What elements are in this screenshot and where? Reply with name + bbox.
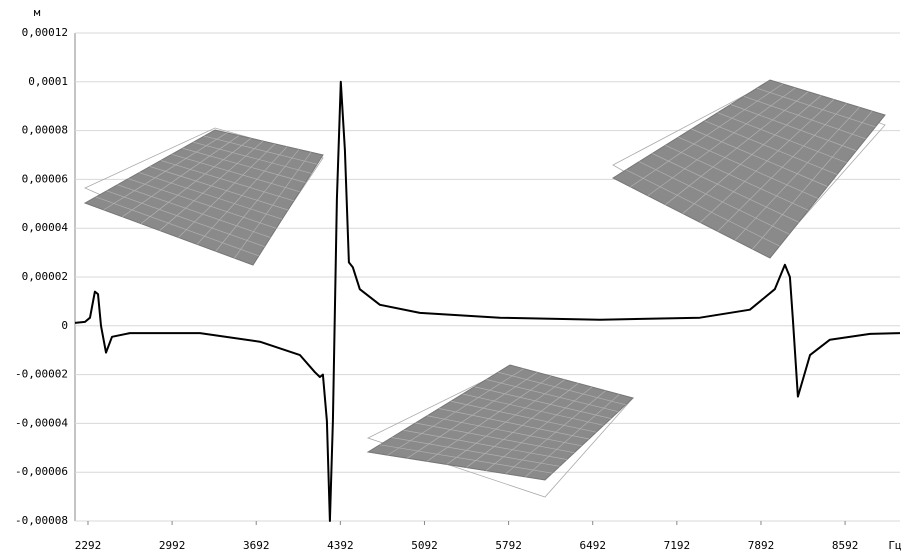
x-axis-unit: Гц: [888, 539, 901, 552]
y-tick-label: 0,00006: [22, 172, 68, 185]
x-tick-label: 2992: [159, 539, 186, 552]
y-tick-label: 0,00012: [22, 26, 68, 39]
chart: м Гц -0,00008 -0,00006 -0,00004 -0,00002 0 0,…: [0, 0, 907, 559]
x-tick-label: 7192: [664, 539, 691, 552]
y-tick-label: 0,00004: [22, 221, 69, 234]
x-tick-label: 5092: [411, 539, 438, 552]
x-tick-label: 4392: [327, 539, 354, 552]
y-tick-label: 0,00002: [22, 270, 68, 283]
y-tick-label: -0,00004: [15, 416, 68, 429]
x-tick-label: 8592: [832, 539, 859, 552]
y-tick-label: -0,00002: [15, 368, 68, 381]
y-tick-label: 0: [61, 319, 68, 332]
y-tick-label: -0,00008: [15, 514, 68, 527]
x-tick-label: 2292: [75, 539, 102, 552]
y-tick-label: -0,00006: [15, 465, 68, 478]
x-tick-label: 5792: [495, 539, 522, 552]
y-tick-label: 0,0001: [28, 75, 68, 88]
y-axis-unit: м: [34, 6, 41, 19]
x-tick-label: 7892: [748, 539, 775, 552]
x-tick-label: 6492: [579, 539, 606, 552]
y-tick-label: 0,00008: [22, 124, 68, 137]
x-tick-label: 3692: [243, 539, 270, 552]
page: м Гц -0,00008 -0,00006 -0,00004 -0,00002 0 0,…: [0, 0, 907, 559]
